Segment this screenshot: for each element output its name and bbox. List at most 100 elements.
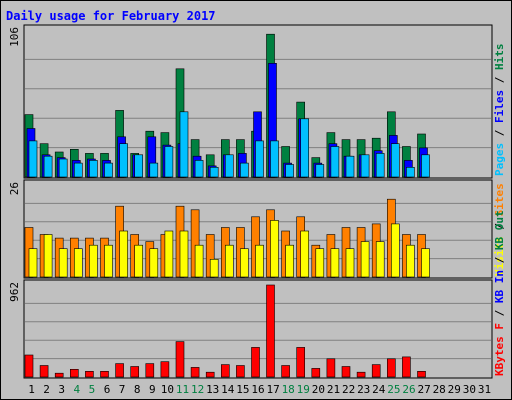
series-visits [28, 220, 430, 278]
bar-kbytes-f-day-8 [130, 366, 139, 378]
bar-pages-day-11 [179, 111, 189, 178]
bar-kbytes-f-day-4 [70, 368, 79, 378]
bar-kbytes-f-day-27 [417, 370, 426, 378]
bar-pages-day-9 [149, 162, 159, 178]
bar-pages-day-4 [74, 162, 83, 178]
bar-visits-day-11 [179, 230, 189, 278]
bar-kbytes-f-day-3 [54, 372, 64, 378]
x-tick-label-day-5: 5 [89, 383, 96, 396]
x-tick-label-day-11: 11 [176, 383, 189, 396]
x-tick-label-day-30: 30 [463, 383, 476, 396]
bar-pages-day-26 [406, 167, 415, 178]
panel-kbytes: 962 KBytes F / KB In / KB Out [8, 210, 506, 379]
legend-entry-pages: Pages [493, 143, 506, 176]
bar-pages-day-21 [330, 146, 340, 178]
bar-pages-day-8 [134, 154, 143, 178]
series-kbytes-f [24, 284, 426, 378]
bar-kbytes-f-day-24 [371, 364, 381, 378]
x-tick-label-day-13: 13 [206, 383, 219, 396]
x-tick-label-day-23: 23 [357, 383, 370, 396]
bar-pages-day-15 [240, 162, 249, 178]
bar-visits-day-7 [119, 230, 128, 278]
x-tick-label-day-18: 18 [282, 383, 295, 396]
x-tick-label-day-10: 10 [161, 383, 174, 396]
bar-kbytes-f-day-1 [24, 354, 34, 378]
bar-kbytes-f-day-13 [205, 371, 215, 378]
bar-visits-day-1 [28, 248, 38, 278]
x-tick-label-day-22: 22 [342, 383, 355, 396]
bar-visits-day-13 [209, 258, 219, 278]
bar-visits-day-17 [270, 220, 279, 278]
x-tick-label-day-19: 19 [297, 383, 310, 396]
bar-visits-day-2 [43, 234, 53, 278]
bar-kbytes-f-day-16 [251, 347, 260, 378]
bar-pages-day-1 [28, 140, 38, 178]
bar-visits-day-6 [104, 244, 113, 278]
legend-entry-kbytes-f: KBytes F [493, 323, 506, 376]
bar-kbytes-f-day-11 [175, 341, 185, 378]
x-tick-label-day-26: 26 [402, 383, 415, 396]
bar-pages-day-14 [225, 154, 234, 178]
panel-pages-files-hits: 106 Pages / Files / Hits [8, 24, 506, 179]
legend-separator: / [493, 70, 506, 90]
x-tick-label-day-7: 7 [119, 383, 126, 396]
bar-pages-day-18 [285, 164, 294, 178]
bar-kbytes-f-day-23 [356, 371, 366, 378]
bar-pages-day-2 [43, 155, 53, 178]
bar-kbytes-f-day-25 [386, 358, 396, 378]
bar-pages-day-23 [360, 154, 370, 178]
legend-entry-visits: Visits [493, 236, 506, 276]
x-tick-label-day-9: 9 [149, 383, 156, 396]
legend-pages-files-hits: Pages / Files / Hits [493, 44, 506, 177]
bar-pages-day-6 [104, 162, 113, 178]
bar-visits-day-26 [406, 244, 415, 278]
bar-kbytes-f-day-6 [100, 370, 109, 378]
bar-visits-day-10 [164, 230, 174, 278]
bar-kbytes-f-day-20 [311, 368, 321, 378]
bar-kbytes-f-day-17 [266, 284, 275, 378]
bar-pages-day-24 [375, 153, 385, 178]
x-tick-label-day-4: 4 [73, 383, 80, 396]
x-tick-label-day-1: 1 [28, 383, 35, 396]
legend-separator: / [493, 123, 506, 143]
x-tick-label-day-12: 12 [191, 383, 204, 396]
x-tick-label-day-3: 3 [58, 383, 65, 396]
bar-visits-day-15 [240, 248, 249, 278]
bar-pages-day-16 [255, 140, 264, 178]
x-tick-label-day-21: 21 [327, 383, 340, 396]
x-tick-label-day-27: 27 [417, 383, 430, 396]
bar-kbytes-f-day-14 [221, 364, 230, 378]
bar-kbytes-f-day-15 [236, 365, 245, 378]
x-tick-label-day-24: 24 [372, 383, 386, 396]
bar-pages-day-3 [58, 158, 68, 178]
y-max-label: 962 [8, 282, 21, 302]
x-tick-label-day-6: 6 [104, 383, 111, 396]
x-axis: 1 2 3 4 5 6 7 8 9 10 11 12 13 14 15 16 17 18 19 20 21 22 23 24 2… [28, 383, 491, 396]
bar-visits-day-3 [58, 248, 68, 278]
bar-kbytes-f-day-22 [341, 366, 351, 378]
bar-kbytes-f-day-12 [190, 367, 200, 378]
bar-kbytes-f-day-19 [296, 347, 306, 378]
x-tick-label-day-29: 29 [448, 383, 461, 396]
bar-pages-day-25 [390, 143, 400, 178]
chart-title: Daily usage for February 2017 [6, 9, 216, 23]
bar-visits-day-24 [375, 241, 385, 278]
bar-visits-day-16 [255, 244, 264, 278]
y-max-label: 106 [8, 27, 21, 47]
bar-visits-day-20 [315, 248, 325, 278]
x-tick-label-day-15: 15 [236, 383, 249, 396]
bar-kbytes-f-day-2 [39, 365, 49, 378]
bar-kbytes-f-day-7 [115, 363, 124, 378]
legend-separator: / [493, 250, 506, 270]
bar-pages-day-10 [164, 146, 174, 178]
x-tick-label-day-31: 31 [478, 383, 491, 396]
legend-entry-sites: Sites [493, 183, 506, 216]
x-tick-label-day-16: 16 [251, 383, 264, 396]
bar-pages-day-22 [345, 155, 355, 178]
x-tick-label-day-25: 25 [387, 383, 400, 396]
bar-visits-day-8 [134, 244, 143, 278]
bar-kbytes-f-day-26 [402, 356, 411, 378]
legend-visits-sites: Visits / Sites [493, 183, 506, 276]
x-tick-label-day-8: 8 [134, 383, 141, 396]
bar-kbytes-f-day-21 [326, 358, 336, 378]
